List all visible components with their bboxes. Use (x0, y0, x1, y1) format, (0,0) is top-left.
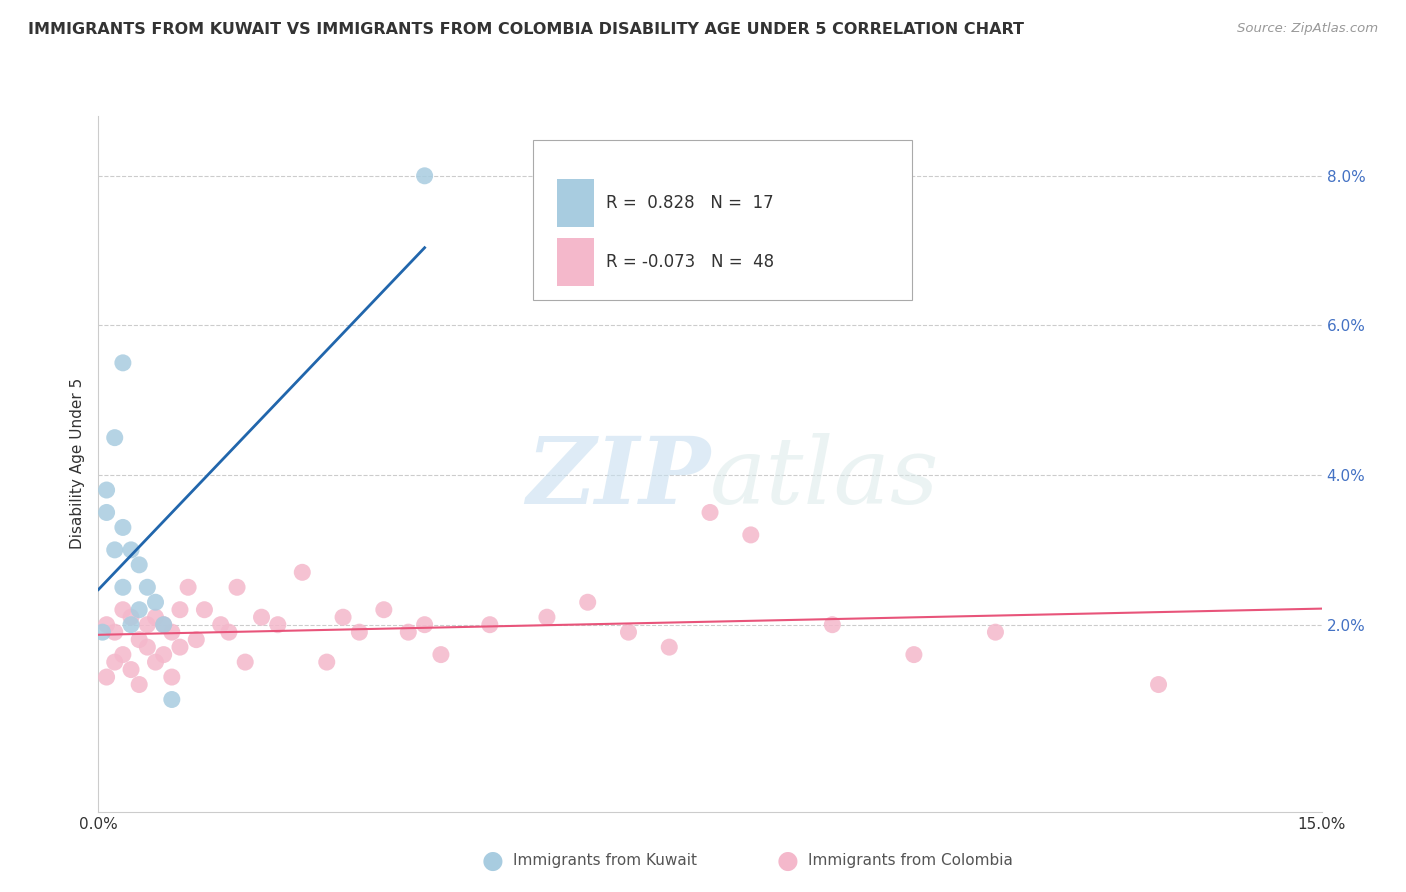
Point (821, 617, 844, 632)
Point (96, 617, 118, 632)
Point (104, 431, 127, 445)
Point (218, 625, 240, 640)
Point (740, 528, 762, 542)
Point (104, 542, 127, 557)
Point (430, 648, 453, 662)
Point (315, 655, 337, 669)
Point (169, 640, 191, 654)
Point (413, 169, 436, 183)
Y-axis label: Disability Age Under 5: Disability Age Under 5 (70, 378, 86, 549)
Bar (557, 178, 593, 227)
Point (160, 625, 183, 640)
Point (128, 632, 150, 647)
Point (111, 580, 134, 594)
Point (145, 610, 167, 624)
Point (120, 663, 142, 677)
Point (699, 506, 721, 520)
Point (478, 617, 501, 632)
Point (291, 566, 314, 580)
Point (193, 603, 215, 617)
Bar (557, 238, 593, 286)
Point (177, 580, 200, 594)
Point (1147, 677, 1170, 691)
Point (136, 580, 159, 594)
Point (186, 632, 208, 647)
Point (152, 617, 174, 632)
Point (617, 625, 640, 640)
Point (576, 595, 599, 609)
Text: atlas: atlas (710, 433, 939, 523)
Point (984, 625, 1007, 640)
Point (903, 648, 925, 662)
Text: R = -0.073   N =  48: R = -0.073 N = 48 (606, 253, 775, 271)
Point (152, 617, 174, 632)
Text: Immigrants from Kuwait: Immigrants from Kuwait (513, 854, 697, 868)
Point (226, 580, 249, 594)
Text: ZIP: ZIP (526, 433, 710, 523)
Point (169, 603, 191, 617)
Point (111, 648, 134, 662)
Point (267, 617, 290, 632)
Point (332, 610, 354, 624)
Text: IMMIGRANTS FROM KUWAIT VS IMMIGRANTS FROM COLOMBIA DISABILITY AGE UNDER 5 CORREL: IMMIGRANTS FROM KUWAIT VS IMMIGRANTS FRO… (28, 22, 1024, 37)
Point (658, 640, 681, 654)
Point (120, 610, 142, 624)
Point (111, 356, 134, 370)
Point (128, 558, 150, 572)
Point (145, 655, 167, 669)
Point (373, 603, 395, 617)
Text: R =  0.828   N =  17: R = 0.828 N = 17 (606, 194, 773, 212)
FancyBboxPatch shape (533, 140, 912, 301)
Point (349, 625, 371, 640)
Text: Source: ZipAtlas.com: Source: ZipAtlas.com (1237, 22, 1378, 36)
Point (111, 603, 134, 617)
Text: Immigrants from Colombia: Immigrants from Colombia (808, 854, 1014, 868)
Text: ●: ● (481, 849, 503, 872)
Point (536, 610, 558, 624)
Point (396, 625, 419, 640)
Point (160, 692, 183, 706)
Point (136, 617, 159, 632)
Point (152, 648, 174, 662)
Point (128, 677, 150, 691)
Point (209, 617, 232, 632)
Point (233, 655, 256, 669)
Point (120, 542, 142, 557)
Point (96, 506, 118, 520)
Point (136, 640, 159, 654)
Point (111, 520, 134, 534)
Point (104, 625, 127, 640)
Point (145, 595, 167, 609)
Text: ●: ● (776, 849, 799, 872)
Point (160, 670, 183, 684)
Point (128, 603, 150, 617)
Point (120, 617, 142, 632)
Point (413, 617, 436, 632)
Point (91, 625, 114, 640)
Point (96, 483, 118, 497)
Point (104, 655, 127, 669)
Point (96, 670, 118, 684)
Point (250, 610, 273, 624)
